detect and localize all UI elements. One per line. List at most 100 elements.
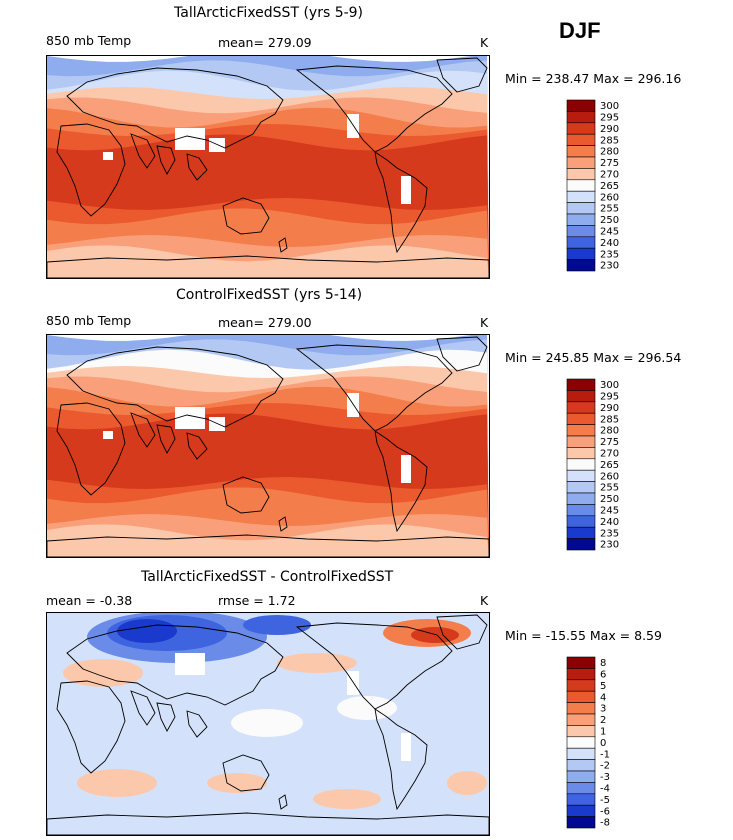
colorbar-tick-label: 2	[600, 715, 606, 726]
coastline	[186, 710, 208, 738]
masked-terrain	[347, 393, 359, 417]
colorbar-swatch	[566, 725, 596, 738]
colorbar-swatch	[566, 736, 596, 749]
colorbar-swatch	[566, 713, 596, 726]
colorbar-swatch	[566, 816, 596, 829]
masked-terrain	[401, 176, 411, 204]
colorbar-tick-label: 8	[600, 658, 606, 669]
colorbar-swatch	[566, 145, 596, 158]
coastline	[436, 57, 488, 93]
panel-3-title: TallArcticFixedSST - ControlFixedSST	[141, 569, 394, 585]
colorbar-swatch	[566, 690, 596, 703]
coastline	[156, 702, 176, 732]
colorbar-tick-label: 245	[600, 227, 619, 238]
colorbar-swatch	[566, 504, 596, 517]
difference-region	[313, 789, 381, 809]
coastline	[66, 624, 284, 706]
colorbar-swatch	[566, 538, 596, 551]
colorbar-tick-label: -4	[600, 784, 610, 795]
colorbar-tick-label: 280	[600, 426, 619, 437]
difference-region	[77, 769, 157, 797]
colorbar-tick-label: 280	[600, 147, 619, 158]
colorbar-swatch	[566, 793, 596, 806]
colorbar-tick-label: 230	[600, 261, 619, 272]
coastline	[222, 197, 270, 235]
colorbar-tick-label: 230	[600, 540, 619, 551]
colorbar-swatch	[566, 401, 596, 414]
colorbar-tick-label: -6	[600, 806, 610, 817]
colorbar-tick-label: 4	[600, 692, 606, 703]
colorbar-tick-label: 245	[600, 506, 619, 517]
panel-1-units: K	[480, 35, 489, 50]
colorbar-tick-label: -5	[600, 795, 610, 806]
colorbar-tick-label: 295	[600, 392, 619, 403]
panel-1-mean: mean= 279.09	[218, 35, 312, 50]
temperature-band	[47, 255, 489, 278]
colorbar-swatch	[566, 190, 596, 203]
coastline	[130, 690, 156, 726]
coastline	[374, 708, 428, 811]
panel-1-minmax: Min = 238.47 Max = 296.16	[505, 71, 682, 86]
colorbar-tick-label: 240	[600, 517, 619, 528]
colorbar-tick-label: -2	[600, 761, 610, 772]
panel-2-units: K	[480, 315, 489, 330]
colorbar-swatch	[566, 213, 596, 226]
colorbar-swatch	[566, 111, 596, 124]
coastline	[47, 534, 489, 557]
coastline	[186, 432, 208, 460]
difference-region	[411, 627, 459, 643]
colorbar-swatch	[566, 390, 596, 403]
coastline	[295, 622, 453, 710]
map-panel-1	[46, 55, 490, 279]
map-panel-2	[46, 334, 490, 558]
difference-region	[337, 696, 397, 720]
colorbar-tick-label: 275	[600, 437, 619, 448]
colorbar-swatch	[566, 247, 596, 260]
masked-terrain	[175, 653, 205, 675]
colorbar-tick-label: 260	[600, 471, 619, 482]
colorbar-swatch	[566, 236, 596, 249]
colorbar-swatch	[566, 481, 596, 494]
colorbar-tick-label: 300	[600, 101, 619, 112]
colorbar-swatch	[566, 515, 596, 528]
panel-3-units: K	[480, 593, 489, 608]
colorbar-swatch	[566, 156, 596, 169]
colorbar-tick-label: 250	[600, 494, 619, 505]
colorbar-swatch	[566, 202, 596, 215]
colorbar-tick-label: 295	[600, 113, 619, 124]
colorbar-swatch	[566, 679, 596, 692]
colorbar-swatch	[566, 526, 596, 539]
colorbar-scale: 3002952902852802752702652602552502452402…	[566, 99, 619, 272]
coastline	[436, 336, 488, 372]
colorbar-swatch	[566, 447, 596, 460]
colorbar-swatch	[566, 782, 596, 795]
colorbar-swatch	[566, 168, 596, 181]
colorbar-swatch	[566, 378, 596, 391]
masked-terrain	[401, 455, 411, 483]
colorbar-tick-label: 285	[600, 414, 619, 425]
coastline	[56, 680, 126, 774]
colorbar-swatch	[566, 225, 596, 238]
panel-3-rmse: rmse = 1.72	[218, 593, 296, 608]
colorbar-1: 300 295 290 285 280 275 270 265 260 255 250 245 240 2…	[566, 99, 646, 274]
panel-2-title: ControlFixedSST (yrs 5-14)	[176, 287, 363, 303]
difference-region	[243, 615, 311, 635]
colorbar-3: 8 6 5 4 3 2 1 0 -1 -2 -3 -4 -5 -6 -8	[566, 656, 646, 831]
colorbar-swatch	[566, 133, 596, 146]
colorbar-swatch	[566, 804, 596, 817]
difference-region	[277, 653, 357, 673]
colorbar-tick-label: 3	[600, 704, 606, 715]
colorbar-swatch	[566, 702, 596, 715]
coastline	[278, 516, 288, 532]
colorbar-tick-label: 255	[600, 204, 619, 215]
panel-2-variable: 850 mb Temp	[46, 313, 132, 328]
difference-region	[117, 619, 177, 643]
masked-terrain	[209, 138, 225, 152]
colorbar-swatch	[566, 656, 596, 669]
colorbar-tick-label: 300	[600, 380, 619, 391]
colorbar-scale: 3002952902852802752702652602552502452402…	[566, 378, 619, 551]
colorbar-tick-label: 290	[600, 124, 619, 135]
colorbar-tick-label: 235	[600, 528, 619, 539]
coastline	[222, 476, 270, 514]
